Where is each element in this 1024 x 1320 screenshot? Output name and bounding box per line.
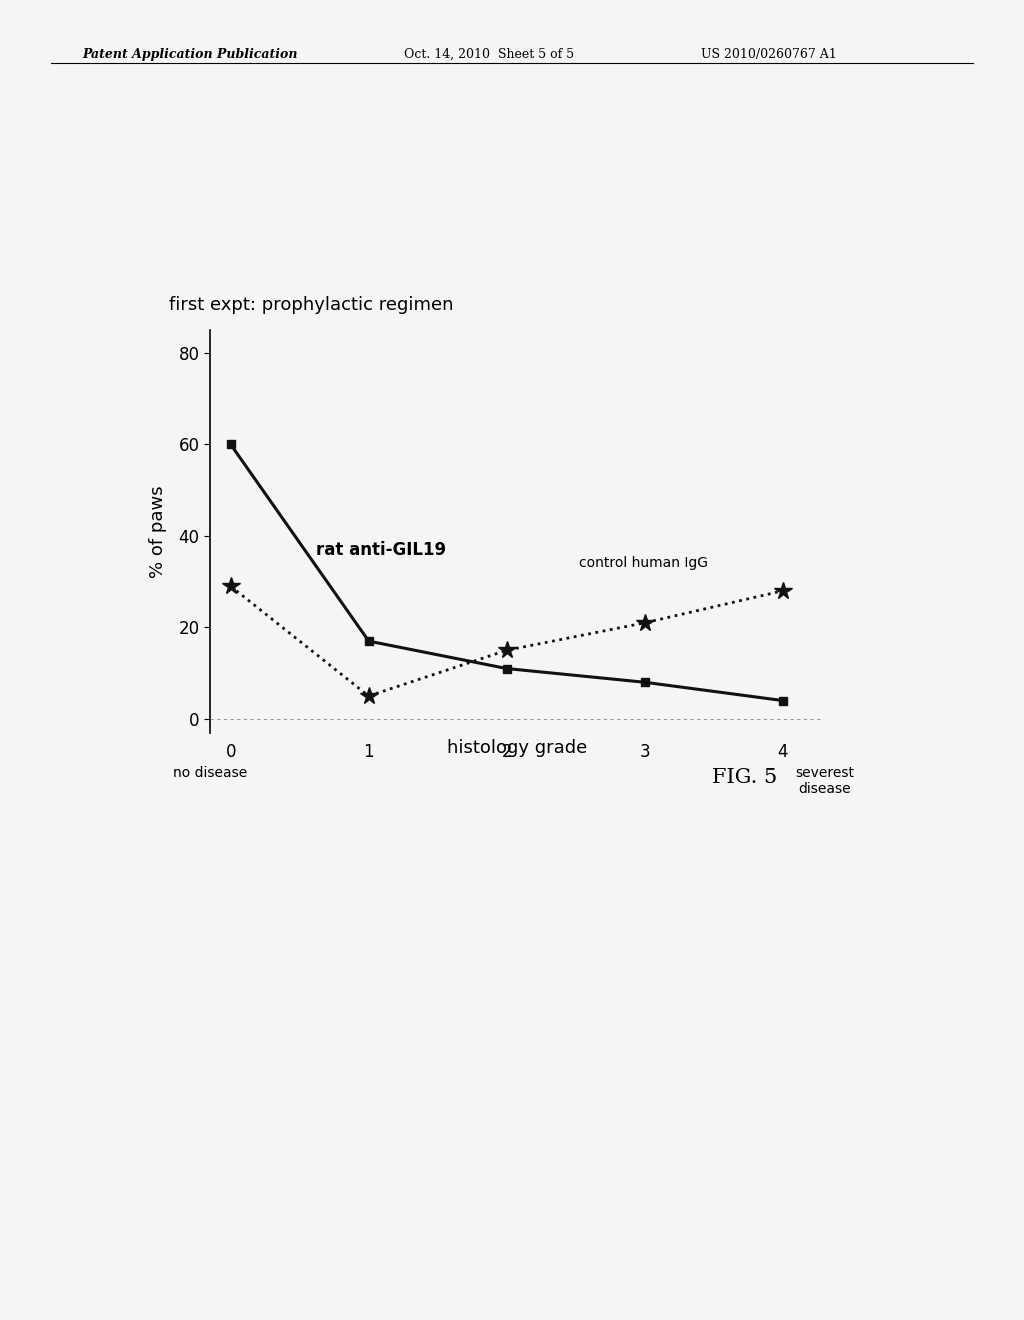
Text: control human IgG: control human IgG bbox=[579, 556, 708, 570]
Text: no disease: no disease bbox=[173, 766, 247, 780]
Text: histology grade: histology grade bbox=[447, 739, 587, 758]
Text: rat anti-GIL19: rat anti-GIL19 bbox=[316, 541, 446, 558]
Text: severest
disease: severest disease bbox=[795, 766, 854, 796]
Text: first expt: prophylactic regimen: first expt: prophylactic regimen bbox=[169, 296, 454, 314]
Text: Patent Application Publication: Patent Application Publication bbox=[82, 48, 297, 61]
Y-axis label: % of paws: % of paws bbox=[150, 484, 167, 578]
Text: FIG. 5: FIG. 5 bbox=[712, 768, 777, 787]
Text: US 2010/0260767 A1: US 2010/0260767 A1 bbox=[701, 48, 838, 61]
Text: Oct. 14, 2010  Sheet 5 of 5: Oct. 14, 2010 Sheet 5 of 5 bbox=[404, 48, 574, 61]
